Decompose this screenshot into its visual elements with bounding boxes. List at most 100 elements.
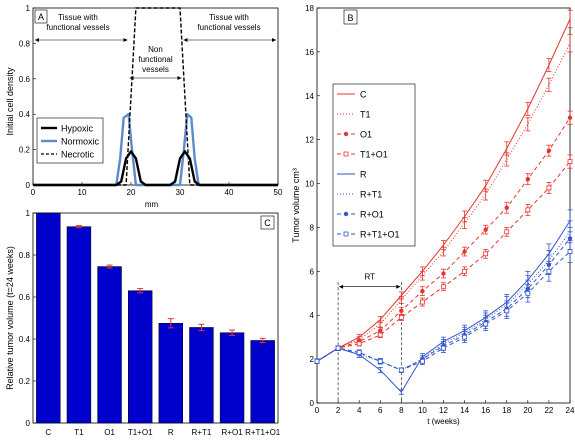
y-tick-label: 0.6 xyxy=(19,75,31,84)
panel-letter: A xyxy=(38,12,44,22)
data-point xyxy=(462,249,467,254)
y-axis-label: Initial cell density xyxy=(5,67,15,136)
legend-label: Normoxic xyxy=(61,137,100,147)
data-point xyxy=(377,358,383,364)
panel-c: 0 0.2 0.4 0.6 0.8 1 C T1 O1 T1+O1 R R+T1 R+O1 R+T1+O1… xyxy=(5,209,281,437)
bar xyxy=(127,290,153,424)
data-point xyxy=(504,205,509,210)
legend-marker xyxy=(343,211,349,217)
legend-label: C xyxy=(360,90,367,100)
data-point xyxy=(420,358,425,364)
category-label: C xyxy=(45,428,51,437)
category-label: T1+O1 xyxy=(128,428,153,437)
x-tick-label: 2 xyxy=(336,406,341,415)
x-tick-label: 0 xyxy=(31,188,36,197)
category-label: R+T1+O1 xyxy=(245,428,281,437)
x-tick-label: 20 xyxy=(127,188,136,197)
legend-marker xyxy=(343,131,349,137)
region-label: Tissue with xyxy=(58,13,98,22)
data-point xyxy=(356,341,362,347)
data-point xyxy=(546,268,552,274)
y-tick-label: 0.2 xyxy=(19,377,31,386)
y-tick-label: 14 xyxy=(305,92,314,101)
data-point xyxy=(504,229,510,235)
y-tick-label: 4 xyxy=(310,311,315,320)
category-label: T1 xyxy=(74,428,84,437)
x-axis-label: mm xyxy=(145,200,159,209)
data-point xyxy=(525,207,531,213)
x-tick-label: 30 xyxy=(176,188,185,197)
y-tick-label: 0.4 xyxy=(19,335,31,344)
legend-marker xyxy=(343,151,349,157)
x-tick-label: 4 xyxy=(357,406,362,415)
x-tick-label: 8 xyxy=(399,406,404,415)
data-point xyxy=(378,328,383,333)
y-tick-label: 1 xyxy=(26,4,31,13)
legend-label: T1+O1 xyxy=(360,150,388,160)
data-point xyxy=(567,115,573,120)
data-point xyxy=(441,345,446,351)
legend-label: O1 xyxy=(360,130,372,140)
legend-label: R+T1 xyxy=(360,190,382,200)
x-tick-label: 14 xyxy=(460,406,469,415)
data-point xyxy=(398,367,404,373)
region-label: functional xyxy=(138,55,172,64)
y-tick-label: 0.6 xyxy=(19,293,31,302)
series-line-necrotic xyxy=(33,7,278,186)
x-tick-label: 16 xyxy=(481,406,490,415)
y-tick-label: 0.2 xyxy=(19,146,31,155)
data-point xyxy=(483,251,489,257)
region-label: Non xyxy=(148,45,163,54)
rt-label: RT xyxy=(364,273,375,282)
bar xyxy=(219,332,245,424)
data-point xyxy=(546,185,552,191)
data-point xyxy=(483,321,489,327)
region-label: vessels xyxy=(142,65,169,74)
data-point xyxy=(441,271,446,276)
x-tick-label: 6 xyxy=(378,406,383,415)
data-point xyxy=(335,345,341,351)
y-tick-label: 0 xyxy=(26,419,31,428)
panel-letter: C xyxy=(264,218,271,228)
region-label: Tissue with xyxy=(209,13,249,22)
data-point xyxy=(483,227,488,232)
x-tick-label: 12 xyxy=(439,406,448,415)
legend-label: T1 xyxy=(360,110,371,120)
legend-label: Hypoxic xyxy=(61,124,94,134)
data-point xyxy=(398,315,404,320)
panel-letter: B xyxy=(347,13,353,23)
legend-label: R xyxy=(360,170,367,180)
panel-letter-box xyxy=(343,9,358,25)
bar xyxy=(250,340,275,424)
bar xyxy=(97,266,122,424)
data-point xyxy=(567,249,573,254)
y-tick-label: 0 xyxy=(26,181,31,190)
category-label: O1 xyxy=(104,428,115,437)
bar xyxy=(158,323,184,424)
y-tick-label: 8 xyxy=(310,223,315,232)
data-point xyxy=(504,308,510,314)
region-label: functional vessels xyxy=(46,23,109,32)
x-tick-label: 0 xyxy=(315,406,320,415)
legend-label: Necrotic xyxy=(61,150,95,160)
series-line-hypoxic xyxy=(33,150,278,187)
legend-marker xyxy=(343,231,349,237)
legend-box xyxy=(332,83,416,247)
y-tick-label: 0.8 xyxy=(19,39,31,48)
x-tick-label: 22 xyxy=(544,406,553,415)
category-label: R+T1 xyxy=(192,428,212,437)
x-tick-label: 20 xyxy=(523,406,532,415)
x-tick-label: 24 xyxy=(566,406,575,415)
y-tick-label: 6 xyxy=(310,267,315,276)
x-axis-label: t (weeks) xyxy=(427,417,460,426)
y-tick-label: 0.8 xyxy=(19,251,31,260)
x-tick-label: 18 xyxy=(502,406,511,415)
y-tick-label: 0.4 xyxy=(19,110,31,119)
y-tick-label: 16 xyxy=(305,48,314,57)
y-tick-label: 0 xyxy=(310,399,315,408)
data-point xyxy=(567,159,573,165)
panel-a: 0 10 20 30 40 50 0 0.2 0.4 0.6 0.8 1 mm Initial cell … xyxy=(5,4,283,209)
y-tick-label: 10 xyxy=(305,180,314,189)
data-point xyxy=(399,308,404,314)
x-tick-label: 50 xyxy=(274,188,283,197)
